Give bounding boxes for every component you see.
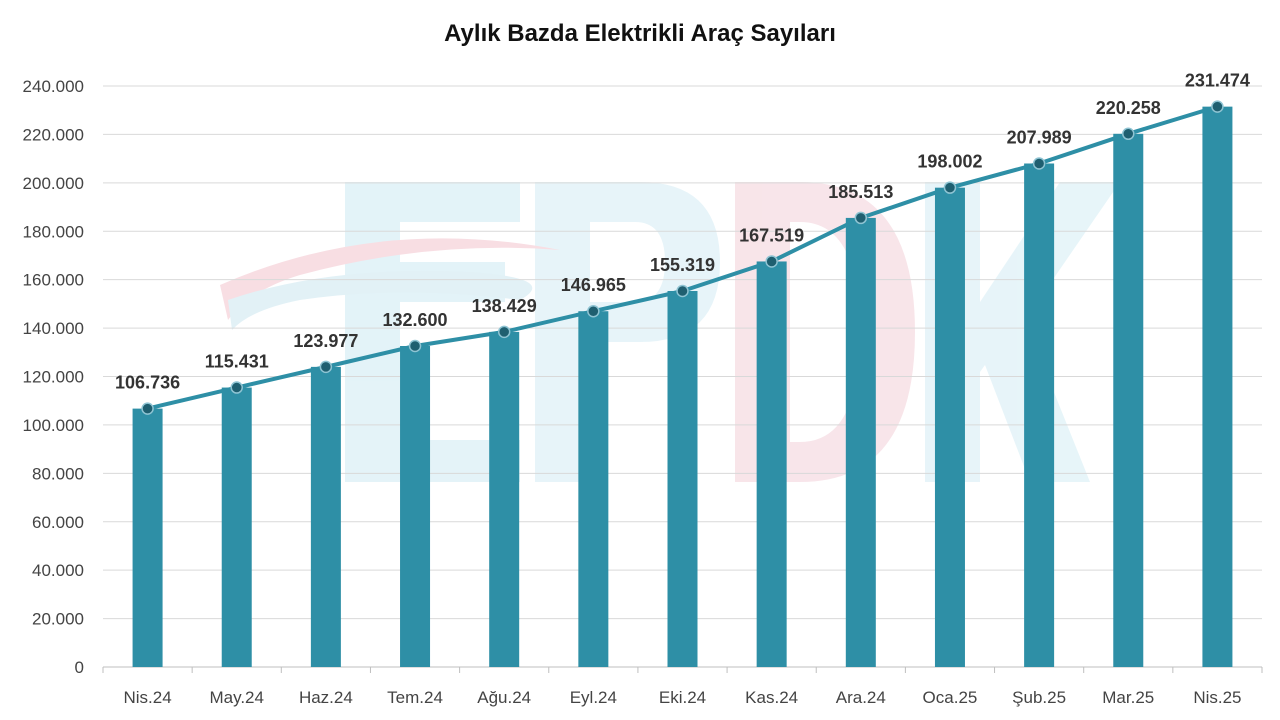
y-tick-label: 60.000 (32, 513, 84, 532)
x-tick-label: Eyl.24 (570, 688, 617, 707)
line-marker (497, 325, 511, 339)
watermark-swoosh-lower (228, 270, 533, 330)
data-label: 231.474 (1185, 71, 1250, 91)
x-tick-label: Oca.25 (923, 688, 978, 707)
x-tick-label: Mar.25 (1102, 688, 1154, 707)
x-tick-label: Nis.25 (1193, 688, 1241, 707)
x-tick-label: Kas.24 (745, 688, 798, 707)
bar (934, 187, 965, 667)
y-tick-label: 200.000 (23, 174, 84, 193)
bar (578, 311, 609, 667)
bar (310, 366, 341, 667)
chart-title: Aylık Bazda Elektrikli Araç Sayıları (444, 20, 836, 47)
bar (1024, 163, 1055, 668)
bar-series (132, 106, 1233, 668)
line-marker (676, 284, 689, 298)
data-labels: 106.736 115.431 123.977 132.600 138.429 146.9… (115, 71, 1250, 393)
x-tick-label: Eki.24 (659, 688, 706, 707)
x-tick-label: Haz.24 (299, 688, 353, 707)
data-label: 106.736 (115, 373, 180, 393)
line-marker (1211, 100, 1224, 113)
data-label: 115.431 (205, 352, 269, 372)
line-marker (141, 402, 154, 415)
line-marker (1122, 127, 1135, 141)
line-marker (230, 381, 243, 394)
data-label: 220.258 (1096, 98, 1161, 118)
y-tick-label: 40.000 (32, 561, 84, 580)
y-tick-label: 120.000 (23, 368, 84, 387)
x-tick-label: Nis.24 (123, 688, 171, 707)
data-label: 185.513 (828, 182, 893, 202)
x-tick-label: Ağu.24 (477, 688, 531, 707)
y-tick-label: 240.000 (23, 77, 84, 96)
watermark-swoosh (220, 238, 560, 320)
x-tick-label: Ara.24 (836, 688, 886, 707)
bar (1202, 106, 1233, 668)
line-marker (587, 304, 600, 318)
x-tick-label: Şub.25 (1012, 688, 1066, 707)
y-tick-label: 220.000 (23, 125, 84, 144)
data-label: 167.519 (739, 225, 804, 245)
bar (221, 387, 252, 667)
y-tick-label: 20.000 (32, 610, 84, 629)
x-tick-label: May.24 (209, 688, 264, 707)
y-axis: 0 20.000 40.000 60.000 80.000 100.000 120.000 1… (23, 77, 84, 677)
x-tick-label: Tem.24 (387, 688, 443, 707)
y-tick-label: 140.000 (23, 319, 84, 338)
data-label: 132.600 (382, 310, 447, 330)
bar (756, 261, 787, 667)
data-label: 198.002 (917, 152, 982, 172)
y-tick-label: 80.000 (32, 464, 84, 483)
data-label: 138.429 (472, 296, 537, 316)
line-marker (765, 255, 778, 268)
watermark-letter-k (925, 182, 1120, 482)
data-label: 155.319 (650, 255, 715, 275)
line-marker (1032, 157, 1046, 170)
data-label: 123.977 (293, 331, 358, 351)
bar (132, 408, 163, 667)
x-axis: Nis.24 May.24 Haz.24 Tem.24 Ağu.24 Eyl.24 Eki.… (102, 666, 1263, 707)
bar (845, 217, 876, 668)
y-tick-label: 100.000 (23, 416, 84, 435)
y-tick-label: 160.000 (23, 271, 84, 290)
line-series (141, 100, 1224, 415)
bar (667, 290, 698, 667)
bar (1113, 133, 1144, 667)
y-tick-label: 180.000 (23, 222, 84, 241)
bar (400, 345, 431, 667)
line-marker (319, 360, 333, 374)
data-label: 207.989 (1007, 127, 1072, 147)
bar (489, 331, 520, 667)
line-marker (854, 211, 868, 225)
watermark-letter-e (345, 182, 520, 482)
line-marker (408, 339, 422, 353)
y-tick-label: 0 (75, 658, 84, 677)
line-marker (943, 181, 957, 194)
data-label: 146.965 (561, 275, 626, 295)
